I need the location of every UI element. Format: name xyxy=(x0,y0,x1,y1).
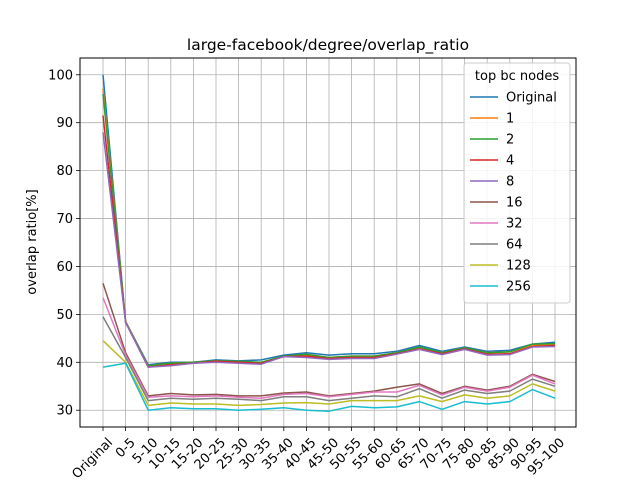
series-line-256 xyxy=(102,362,556,412)
series-line-32 xyxy=(102,297,556,399)
y-tick-label: 50 xyxy=(56,308,73,323)
series-line-2 xyxy=(102,93,556,367)
legend-entry: 64 xyxy=(506,238,523,253)
legend-entry: 4 xyxy=(506,154,514,169)
y-tick-label: 30 xyxy=(56,404,73,419)
series-line-64 xyxy=(102,316,556,402)
series-line-128 xyxy=(102,340,556,407)
legend-entry: 32 xyxy=(506,217,523,232)
series-line-8 xyxy=(102,132,556,368)
y-tick-label: 60 xyxy=(56,260,73,275)
series-lines xyxy=(102,74,556,412)
y-tick-label: 100 xyxy=(48,68,73,83)
y-tick-label: 90 xyxy=(56,116,73,131)
legend-entry: Original xyxy=(506,91,557,106)
y-tick-label: 70 xyxy=(56,212,73,227)
series-line-16 xyxy=(102,282,556,397)
legend-entry: 8 xyxy=(506,175,514,190)
legend-entry: 128 xyxy=(506,259,531,274)
legend-box xyxy=(463,62,571,304)
plot-frame xyxy=(79,57,577,428)
y-tick-label: 40 xyxy=(56,356,73,371)
legend-entry: 1 xyxy=(506,112,514,127)
y-axis-label: overlap ratio[%] xyxy=(25,189,40,294)
legend-entry: 256 xyxy=(506,280,531,295)
y-axis: 30 40 50 60 70 80 90 100 xyxy=(48,68,80,419)
legend-entry: 2 xyxy=(506,133,514,148)
legend-entry: 16 xyxy=(506,196,523,211)
chart-title: large-facebook/degree/overlap_ratio xyxy=(187,36,469,55)
legend: top bc nodes Original 1 2 4 8 16 32 64 128 256 xyxy=(463,62,571,304)
y-tick-label: 80 xyxy=(56,164,73,179)
legend-title: top bc nodes xyxy=(475,69,559,84)
